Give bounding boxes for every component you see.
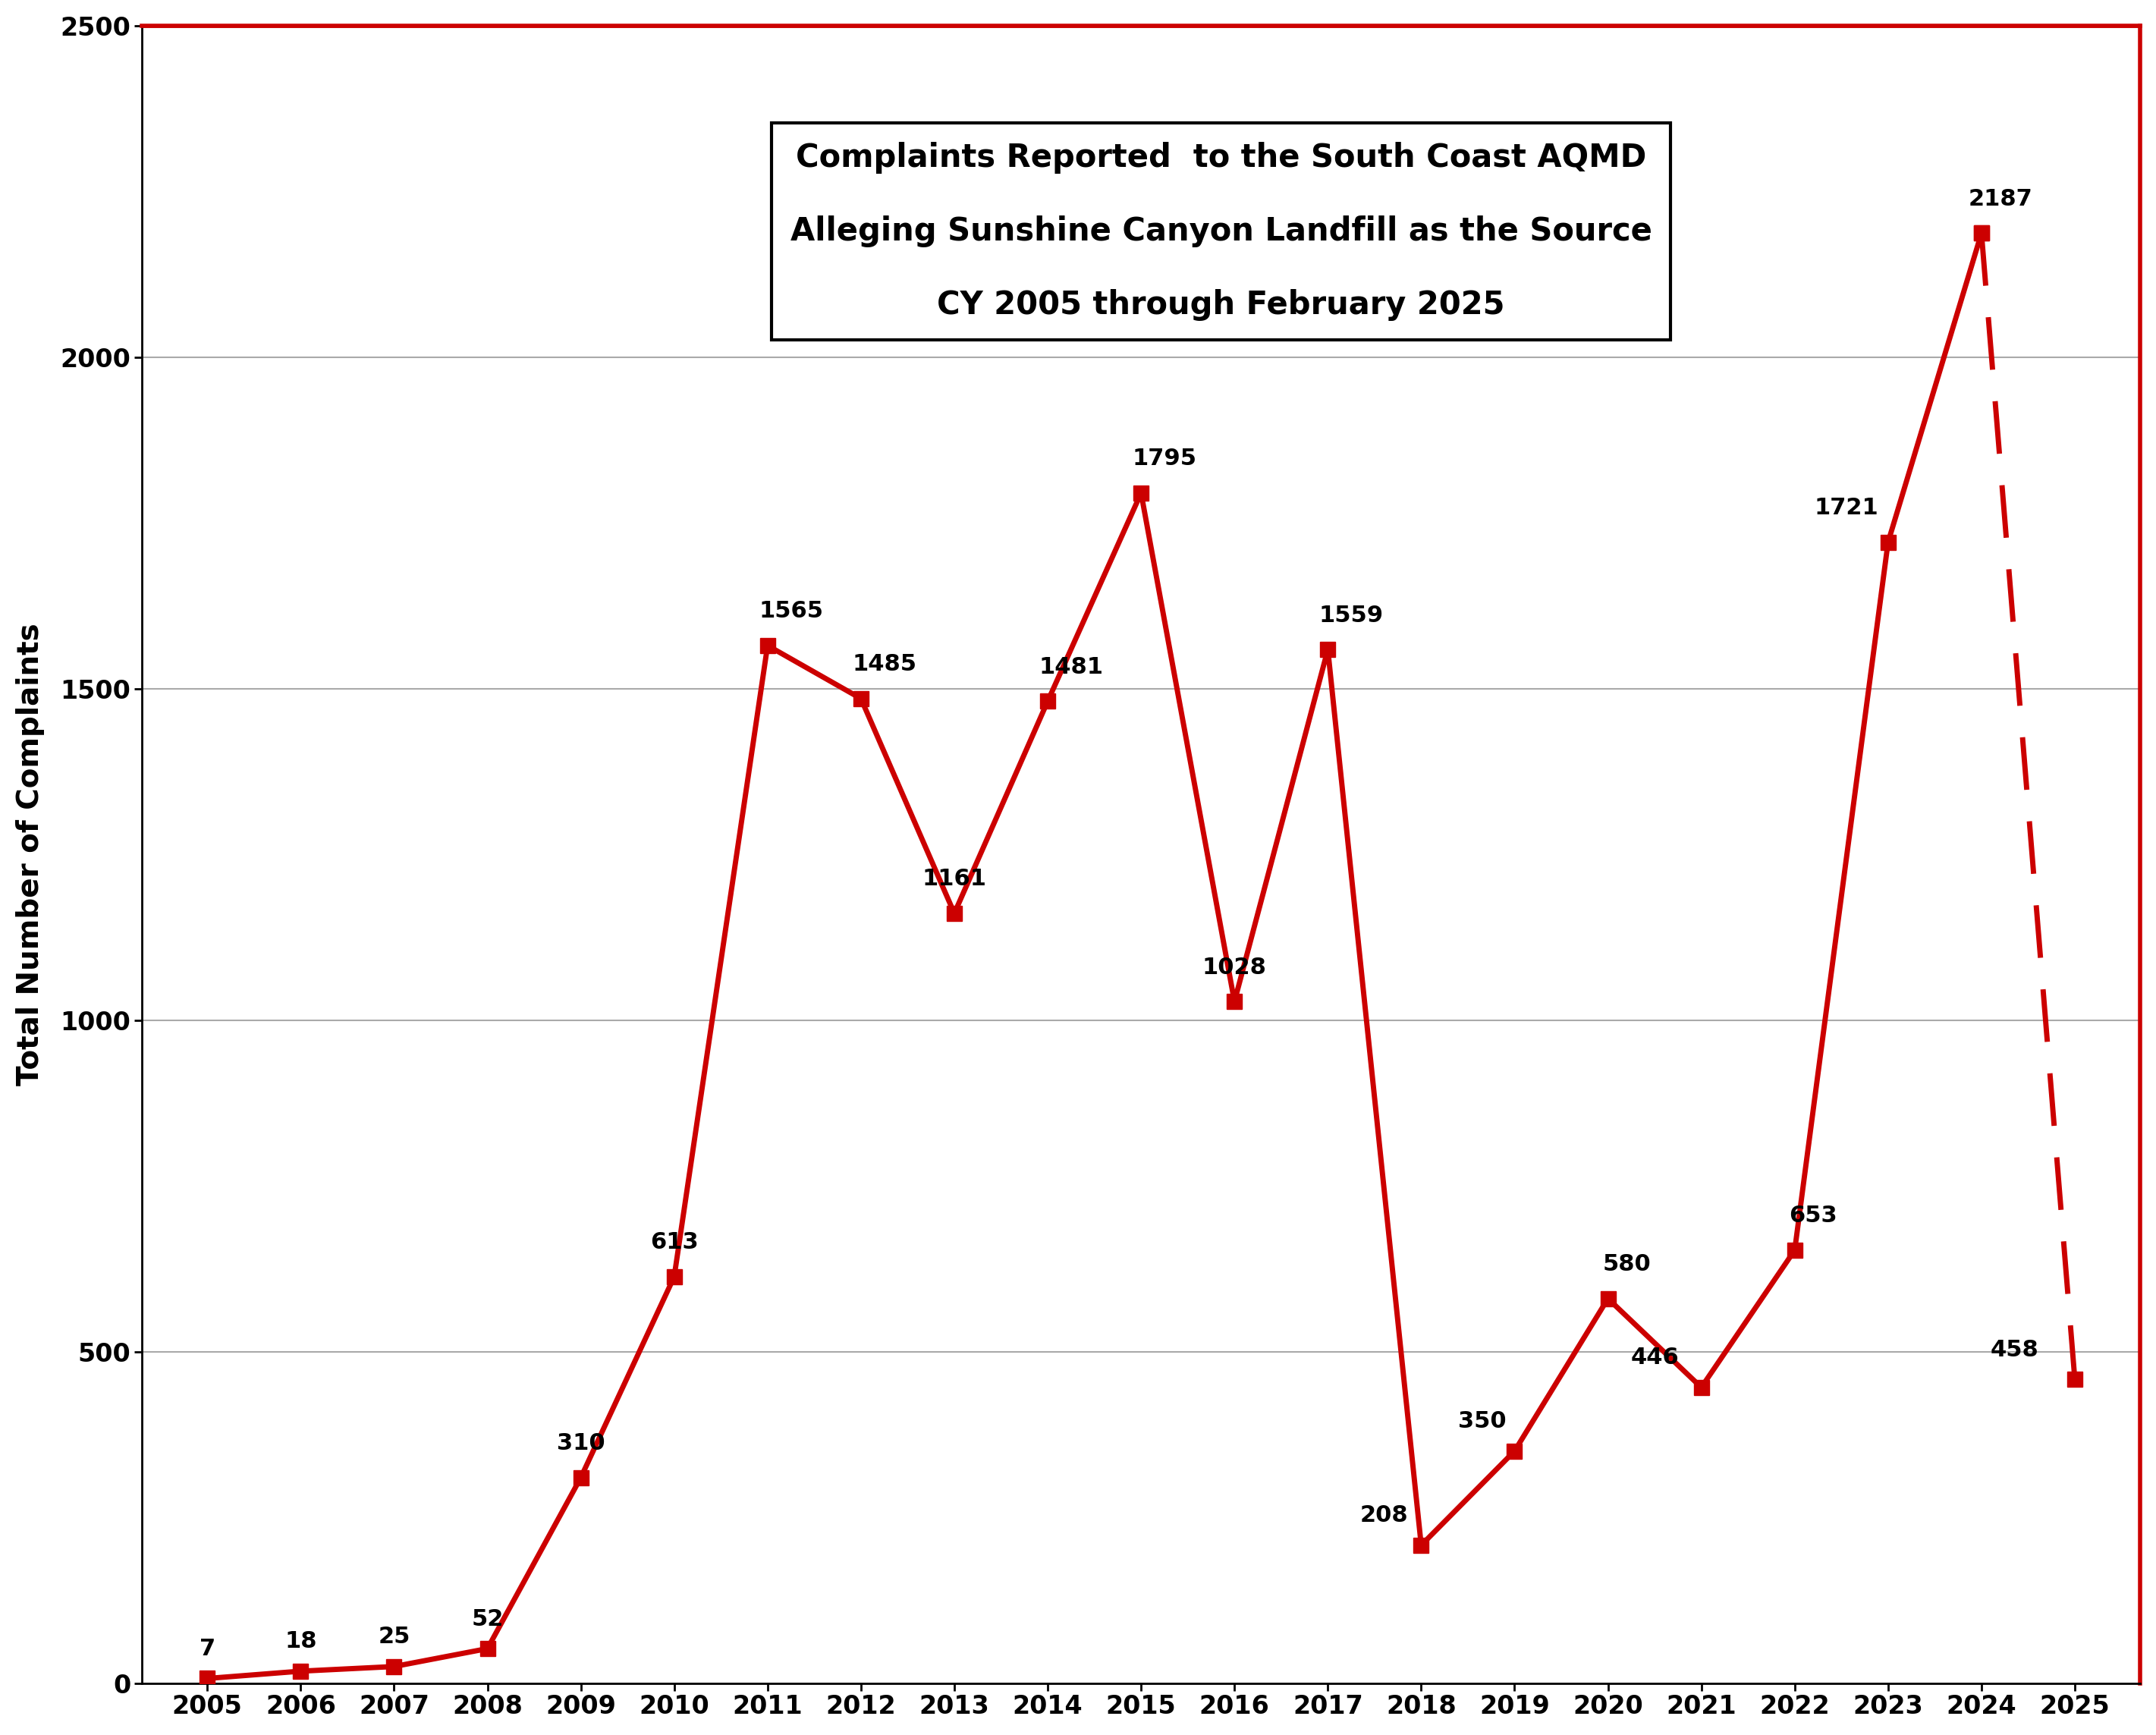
Text: 1721: 1721	[1813, 496, 1878, 519]
Text: 208: 208	[1360, 1504, 1408, 1527]
Text: 350: 350	[1457, 1411, 1507, 1433]
Text: 1485: 1485	[852, 654, 916, 675]
Text: 1481: 1481	[1039, 656, 1104, 678]
Text: 1795: 1795	[1132, 448, 1197, 470]
Text: 25: 25	[377, 1626, 410, 1648]
Text: 613: 613	[651, 1232, 699, 1253]
Text: 1161: 1161	[923, 868, 987, 890]
Y-axis label: Total Number of Complaints: Total Number of Complaints	[15, 623, 45, 1086]
Text: 458: 458	[1990, 1339, 2037, 1360]
Text: 653: 653	[1789, 1206, 1837, 1227]
Text: 18: 18	[285, 1631, 317, 1653]
Text: 1028: 1028	[1203, 956, 1266, 979]
Text: 7: 7	[198, 1638, 216, 1660]
Text: 1565: 1565	[759, 600, 824, 623]
Text: Complaints Reported  to the South Coast AQMD

Alleging Sunshine Canyon Landfill : Complaints Reported to the South Coast A…	[789, 142, 1651, 321]
Text: 310: 310	[556, 1433, 606, 1454]
Text: 2187: 2187	[1968, 187, 2033, 210]
Text: 1559: 1559	[1319, 604, 1384, 626]
Text: 446: 446	[1630, 1346, 1680, 1369]
Text: 52: 52	[472, 1608, 505, 1631]
Text: 580: 580	[1602, 1253, 1651, 1275]
